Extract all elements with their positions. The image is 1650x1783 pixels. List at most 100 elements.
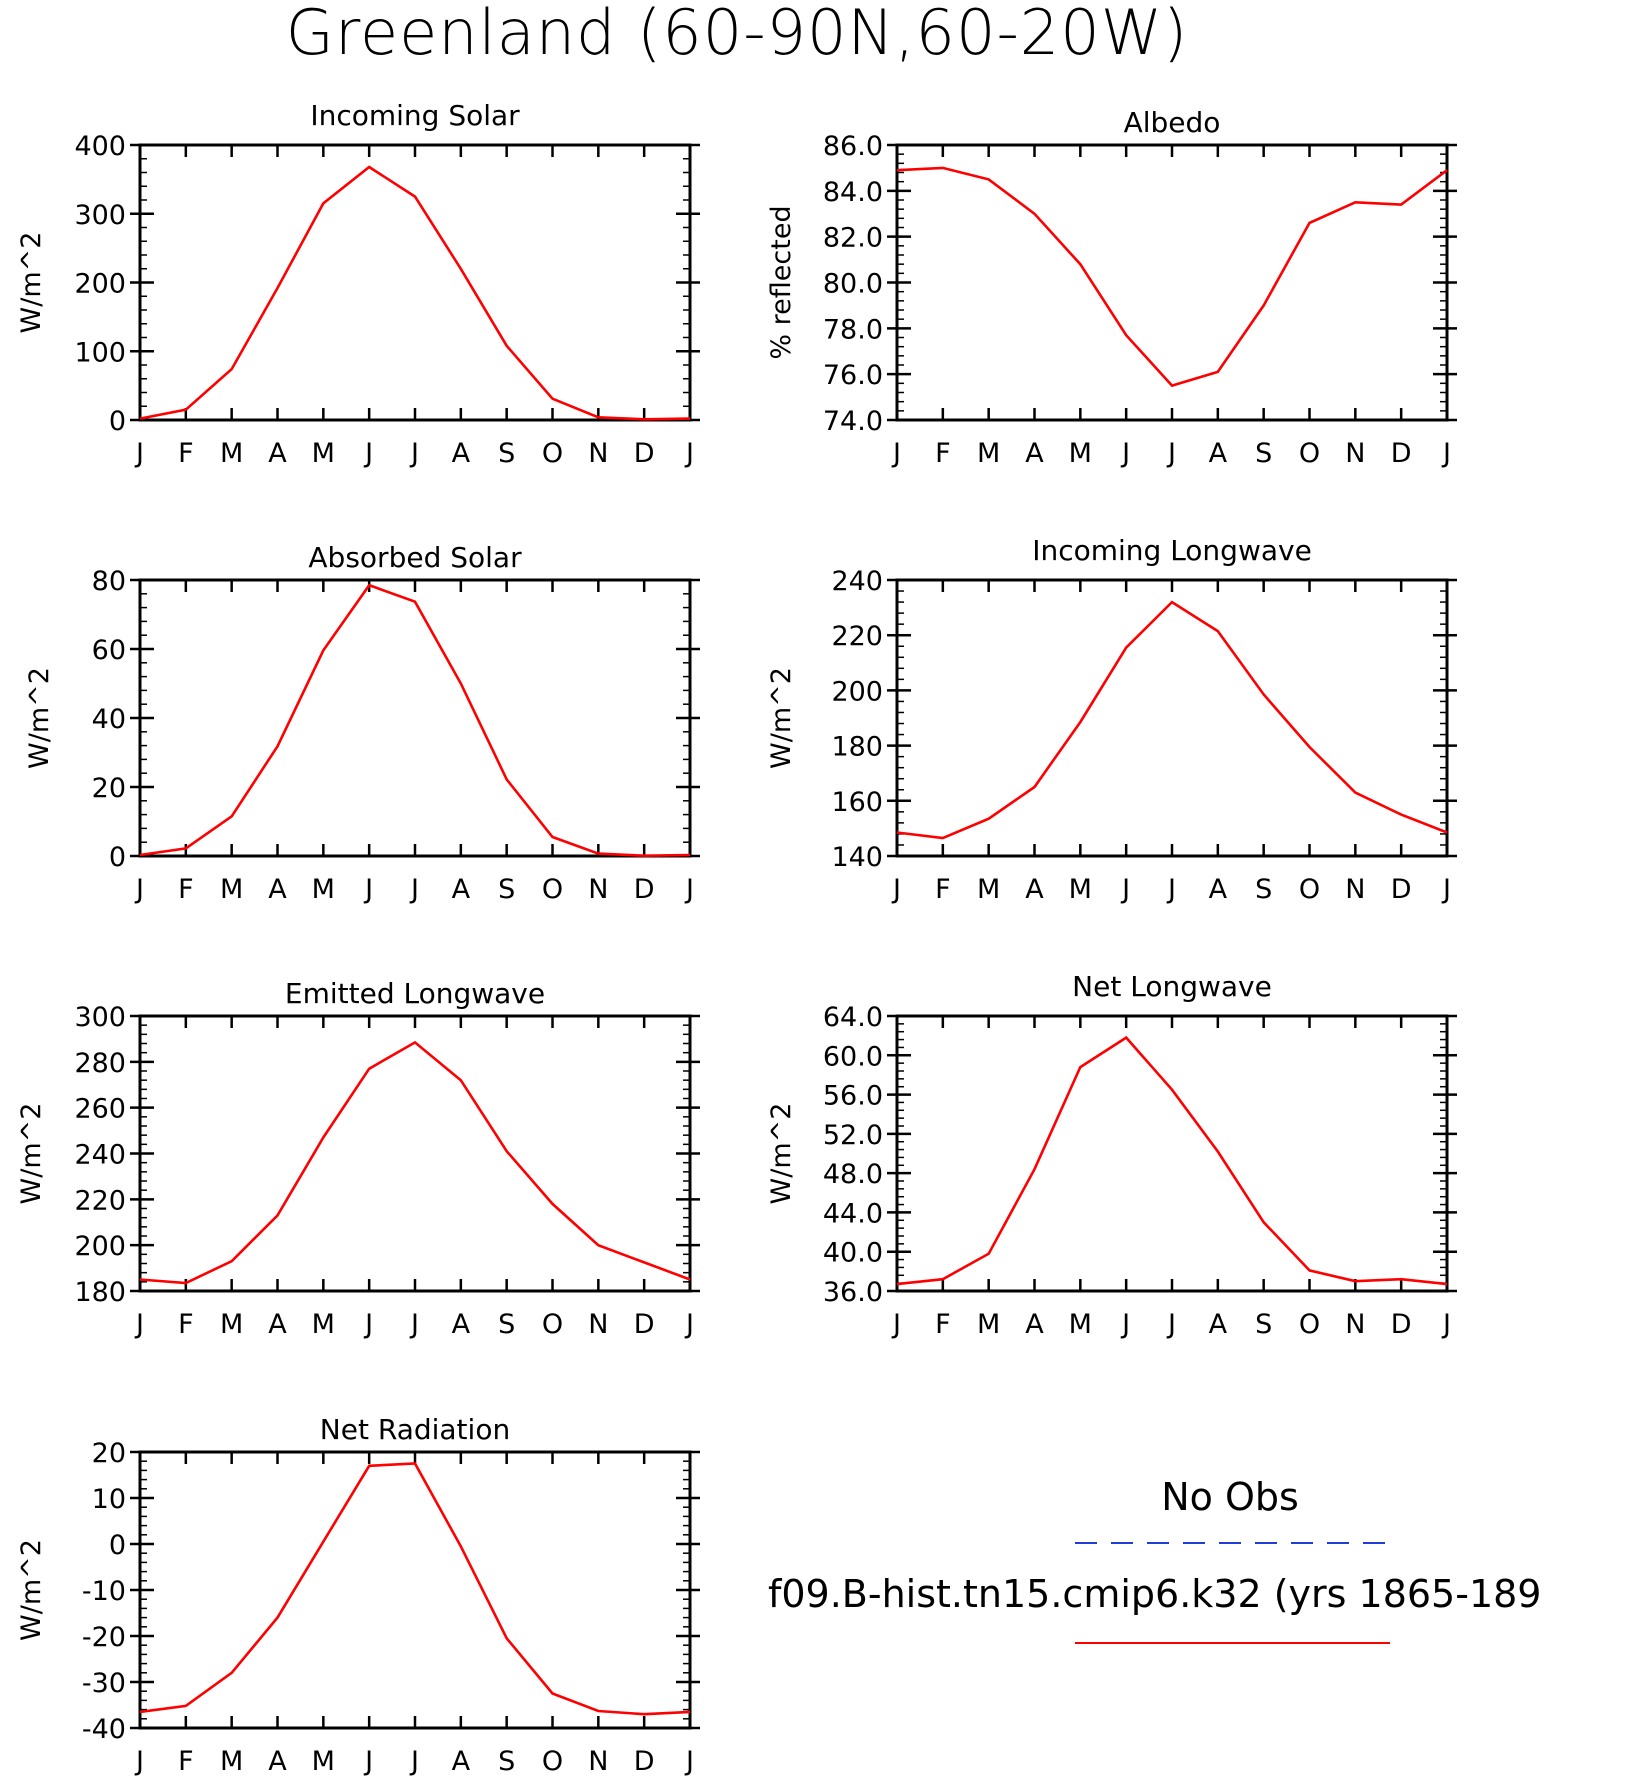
x-tick-label: A <box>1209 1309 1228 1340</box>
y-tick-label: 240 <box>831 566 883 597</box>
y-tick-label: -20 <box>82 1622 126 1653</box>
x-tick-label: J <box>363 1746 373 1777</box>
x-tick-label: J <box>891 1309 901 1340</box>
x-tick-label: D <box>1391 438 1412 469</box>
x-tick-label: A <box>452 438 471 469</box>
x-tick-label: F <box>935 874 951 905</box>
y-tick-label: 40.0 <box>823 1238 883 1269</box>
y-tick-label: 220 <box>831 621 883 652</box>
y-tick-label: 200 <box>74 269 126 300</box>
y-tick-label: 60.0 <box>823 1041 883 1072</box>
x-tick-label: A <box>1025 874 1044 905</box>
y-axis-label: W/m^2 <box>16 1539 47 1641</box>
x-tick-label: J <box>1120 874 1130 905</box>
x-tick-label: M <box>312 874 335 905</box>
x-tick-label: M <box>977 1309 1000 1340</box>
x-tick-label: S <box>498 438 515 469</box>
y-tick-label: 200 <box>831 676 883 707</box>
chart-panel: J F M A M J J A S O N D J74.076.078.080.082.084.086.… <box>766 106 1457 469</box>
y-tick-label: 20 <box>92 773 126 804</box>
y-tick-label: 80 <box>92 566 126 597</box>
y-tick-label: 40 <box>92 704 126 735</box>
x-tick-label: J <box>363 874 373 905</box>
y-tick-label: 52.0 <box>823 1120 883 1151</box>
y-axis-label: W/m^2 <box>766 667 797 769</box>
x-tick-label: J <box>1166 1309 1176 1340</box>
x-tick-label: J <box>1166 438 1176 469</box>
x-tick-label: D <box>634 1746 655 1777</box>
x-tick-label: J <box>684 1746 694 1777</box>
x-tick-label: A <box>1025 438 1044 469</box>
x-tick-label: N <box>588 438 608 469</box>
x-tick-label: J <box>409 874 419 905</box>
x-tick-label: N <box>1345 874 1365 905</box>
x-tick-label: J <box>684 1309 694 1340</box>
y-tick-label: 48.0 <box>823 1159 883 1190</box>
y-axis-label: % reflected <box>766 205 797 359</box>
y-tick-label: 64.0 <box>823 1002 883 1033</box>
legend: No Obs f09.B-hist.tn15.cmip6.k32 (yrs 18… <box>768 1475 1541 1644</box>
y-tick-label: 200 <box>74 1231 126 1262</box>
y-axis-label: W/m^2 <box>16 232 47 334</box>
x-tick-label: J <box>134 874 144 905</box>
plot-frame <box>895 578 1449 858</box>
x-tick-label: J <box>1120 438 1130 469</box>
chart-title: Absorbed Solar <box>308 541 522 574</box>
x-tick-label: A <box>1209 874 1228 905</box>
y-tick-label: 260 <box>74 1094 126 1125</box>
x-tick-label: M <box>977 438 1000 469</box>
y-tick-label: 76.0 <box>823 360 883 391</box>
y-tick-label: 300 <box>74 1002 126 1033</box>
series-line <box>139 1040 691 1285</box>
x-tick-label: J <box>134 1746 144 1777</box>
x-tick-label: O <box>542 438 563 469</box>
x-tick-label: A <box>1209 438 1228 469</box>
x-tick-label: M <box>1069 438 1092 469</box>
y-axis-label: W/m^2 <box>16 1103 47 1205</box>
y-tick-label: 80.0 <box>823 269 883 300</box>
plot-frame <box>895 1014 1449 1293</box>
x-tick-label: O <box>1299 1309 1320 1340</box>
x-tick-label: F <box>935 1309 951 1340</box>
x-tick-label: D <box>1391 874 1412 905</box>
y-tick-label: 140 <box>831 842 883 873</box>
x-tick-label: O <box>542 1746 563 1777</box>
series-line <box>139 165 691 421</box>
x-tick-label: J <box>1441 438 1451 469</box>
y-tick-label: 86.0 <box>823 131 883 162</box>
series-line <box>896 166 1448 388</box>
x-tick-label: J <box>409 1746 419 1777</box>
y-tick-label: 160 <box>831 787 883 818</box>
x-tick-label: F <box>178 1309 194 1340</box>
x-tick-label: A <box>1025 1309 1044 1340</box>
series-line <box>139 583 691 858</box>
x-tick-label: A <box>268 1746 287 1777</box>
x-tick-label: S <box>498 874 515 905</box>
y-tick-label: 220 <box>74 1185 126 1216</box>
y-axis-label: W/m^2 <box>766 1103 797 1205</box>
x-tick-label: F <box>178 438 194 469</box>
x-tick-label: J <box>1441 874 1451 905</box>
y-tick-label: 44.0 <box>823 1198 883 1229</box>
x-tick-label: J <box>1441 1309 1451 1340</box>
x-tick-label: D <box>634 438 655 469</box>
x-tick-label: J <box>409 1309 419 1340</box>
x-tick-label: D <box>634 874 655 905</box>
series-line <box>896 1035 1448 1286</box>
y-tick-label: 82.0 <box>823 223 883 254</box>
y-tick-label: 0 <box>109 842 126 873</box>
chart-panel: J F M A M J J A S O N D J140160180200220240Incoming … <box>766 534 1457 905</box>
y-tick-label: -30 <box>82 1668 126 1699</box>
x-tick-label: S <box>1255 438 1272 469</box>
x-tick-label: F <box>178 874 194 905</box>
y-tick-label: 10 <box>92 1484 126 1515</box>
y-tick-label: 20 <box>92 1438 126 1469</box>
y-tick-label: 56.0 <box>823 1081 883 1112</box>
chart-title: Incoming Solar <box>310 99 520 132</box>
x-tick-label: M <box>312 1309 335 1340</box>
x-tick-label: A <box>452 874 471 905</box>
x-tick-label: M <box>312 1746 335 1777</box>
chart-panel: J F M A M J J A S O N D J180200220240260280300Emitte… <box>16 977 700 1340</box>
x-tick-label: J <box>134 1309 144 1340</box>
